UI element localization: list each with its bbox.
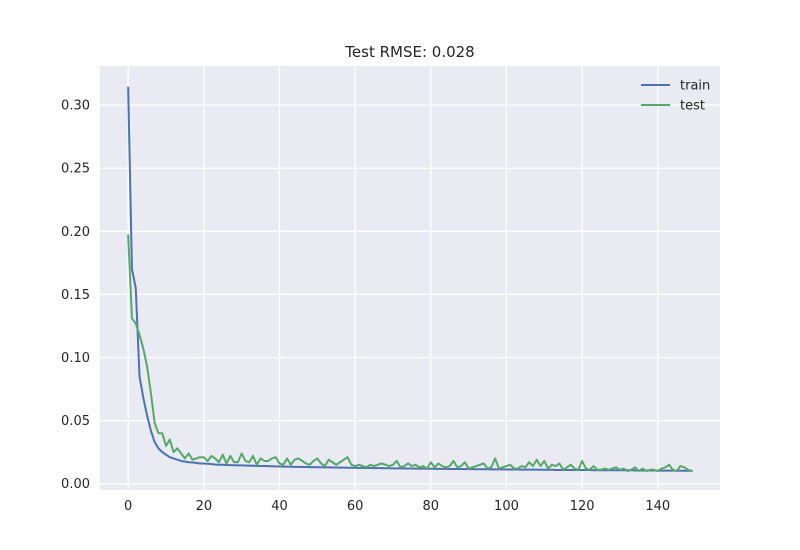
series-layer: [127, 86, 693, 473]
x-tick-label: 80: [423, 499, 440, 514]
x-tick-label: 60: [347, 499, 364, 514]
x-tick-label: 140: [645, 499, 670, 514]
series-line-test: [127, 234, 693, 473]
x-tick-label: 40: [271, 499, 288, 514]
y-tick-label: 0.15: [61, 288, 90, 303]
chart-title: Test RMSE: 0.028: [344, 43, 474, 61]
plot-area: [100, 66, 720, 490]
x-tick-label: 0: [124, 499, 132, 514]
x-tick-label: 100: [494, 499, 519, 514]
y-tick-label: 0.05: [61, 414, 90, 429]
x-tick-label: 120: [570, 499, 595, 514]
legend-label-train: train: [680, 79, 710, 94]
y-tick-label: 0.25: [61, 162, 90, 177]
y-tick-label: 0.20: [61, 225, 90, 240]
legend: train test: [641, 79, 710, 114]
y-tick-labels: 0.00 0.05 0.10 0.15 0.20 0.25 0.30: [61, 99, 90, 493]
x-tick-label: 20: [196, 499, 213, 514]
legend-label-test: test: [680, 99, 705, 114]
y-gridlines: [100, 104, 720, 485]
x-gridlines: [127, 66, 659, 490]
y-tick-label: 0.10: [61, 351, 90, 366]
y-tick-label: 0.30: [61, 99, 90, 114]
y-tick-label: 0.00: [61, 477, 90, 492]
x-tick-labels: 0 20 40 60 80 100 120 140: [124, 499, 670, 514]
